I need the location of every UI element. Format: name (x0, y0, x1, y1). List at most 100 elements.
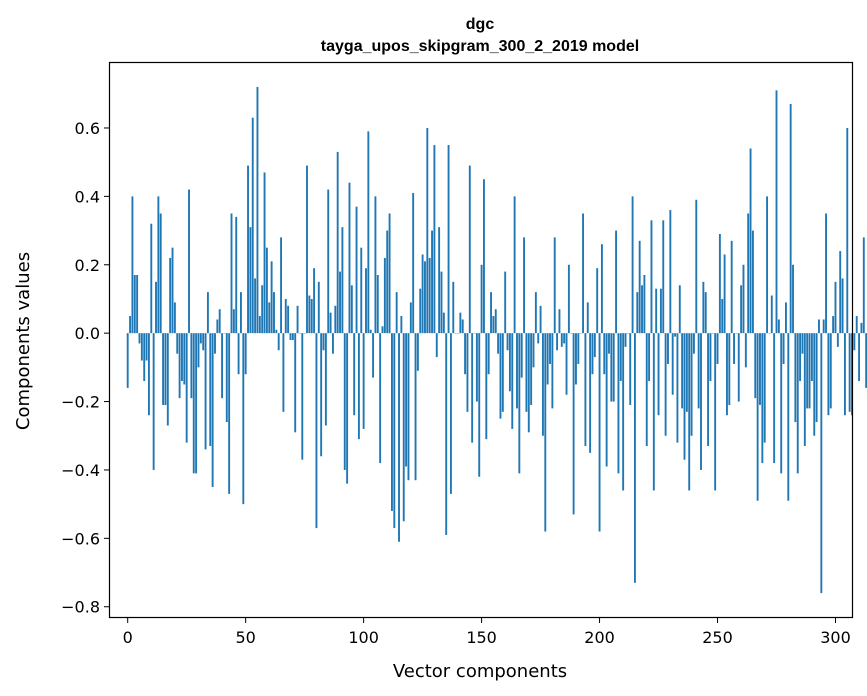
bar (256, 86, 259, 334)
bar (247, 165, 249, 334)
bar (806, 333, 809, 409)
bar (166, 333, 169, 426)
bar (504, 271, 507, 334)
bar (263, 172, 266, 334)
bar (511, 333, 514, 429)
bar (431, 230, 433, 334)
bar (546, 333, 549, 385)
bar (346, 333, 349, 484)
bar (261, 285, 264, 334)
bar (395, 292, 398, 334)
bar (386, 230, 389, 334)
bar (268, 302, 271, 334)
bar (150, 223, 153, 334)
bar (549, 333, 551, 364)
bar (598, 333, 601, 532)
bar (440, 271, 443, 334)
bar (270, 261, 273, 334)
bar (145, 333, 148, 361)
bar (603, 333, 606, 375)
x-tick-label: 100 (348, 628, 379, 647)
bar (643, 275, 646, 334)
bar (360, 247, 363, 334)
bar (688, 333, 691, 491)
bar (589, 333, 592, 453)
bar (532, 333, 535, 368)
bar (516, 333, 518, 409)
bar (254, 278, 257, 334)
bar (591, 333, 594, 375)
x-tick-label: 300 (820, 628, 851, 647)
bar (129, 316, 131, 334)
bar (490, 292, 492, 334)
bar (763, 333, 766, 443)
bar (815, 333, 818, 423)
bar (379, 333, 382, 464)
bar (381, 326, 384, 334)
x-tick-label: 50 (235, 628, 255, 647)
bar (291, 333, 294, 340)
bar (659, 288, 662, 334)
bar (138, 333, 141, 344)
bar (471, 333, 474, 443)
bar (133, 275, 136, 334)
bar (586, 302, 589, 334)
bar (808, 333, 811, 409)
bar (374, 196, 377, 334)
bar (789, 104, 792, 334)
bar (829, 333, 832, 409)
bar (560, 333, 563, 347)
bar (445, 333, 448, 535)
bar (350, 285, 353, 334)
bar (610, 333, 613, 402)
bar (329, 312, 332, 334)
bar (487, 333, 490, 375)
bar (190, 333, 193, 399)
bar (183, 333, 186, 385)
bar (357, 333, 360, 440)
bar (605, 333, 608, 467)
bar (176, 333, 179, 354)
bar (775, 90, 778, 334)
bar (140, 333, 143, 361)
bar (652, 333, 655, 491)
bar (306, 165, 308, 334)
bar (240, 292, 242, 334)
bar (221, 333, 224, 399)
bar (593, 333, 596, 358)
chart-title: dgc (466, 16, 495, 33)
bar (192, 333, 195, 474)
bar (841, 278, 844, 334)
bar (822, 319, 825, 334)
bar (678, 285, 681, 334)
plot-frame (108, 61, 854, 619)
bar (284, 298, 287, 334)
bar (409, 302, 412, 334)
bar (324, 333, 327, 426)
bar (525, 333, 528, 412)
bar (513, 196, 516, 334)
bar (843, 333, 846, 416)
bar (534, 292, 537, 334)
bar (332, 333, 334, 354)
bar (313, 268, 316, 334)
bar (185, 333, 188, 443)
bar (258, 316, 261, 334)
bar (773, 333, 776, 464)
bar (766, 196, 769, 334)
bar (728, 333, 731, 405)
bar (383, 257, 386, 334)
bar (544, 333, 547, 532)
bar (723, 254, 726, 334)
bar (638, 240, 641, 334)
bar (327, 189, 330, 334)
bar (537, 333, 540, 344)
bar (619, 333, 622, 382)
bar (461, 319, 464, 334)
bar (492, 316, 495, 334)
x-axis-ticks: 0 50 100 150 200 250 300 (123, 617, 851, 647)
bar (664, 333, 667, 436)
bar (839, 251, 842, 334)
